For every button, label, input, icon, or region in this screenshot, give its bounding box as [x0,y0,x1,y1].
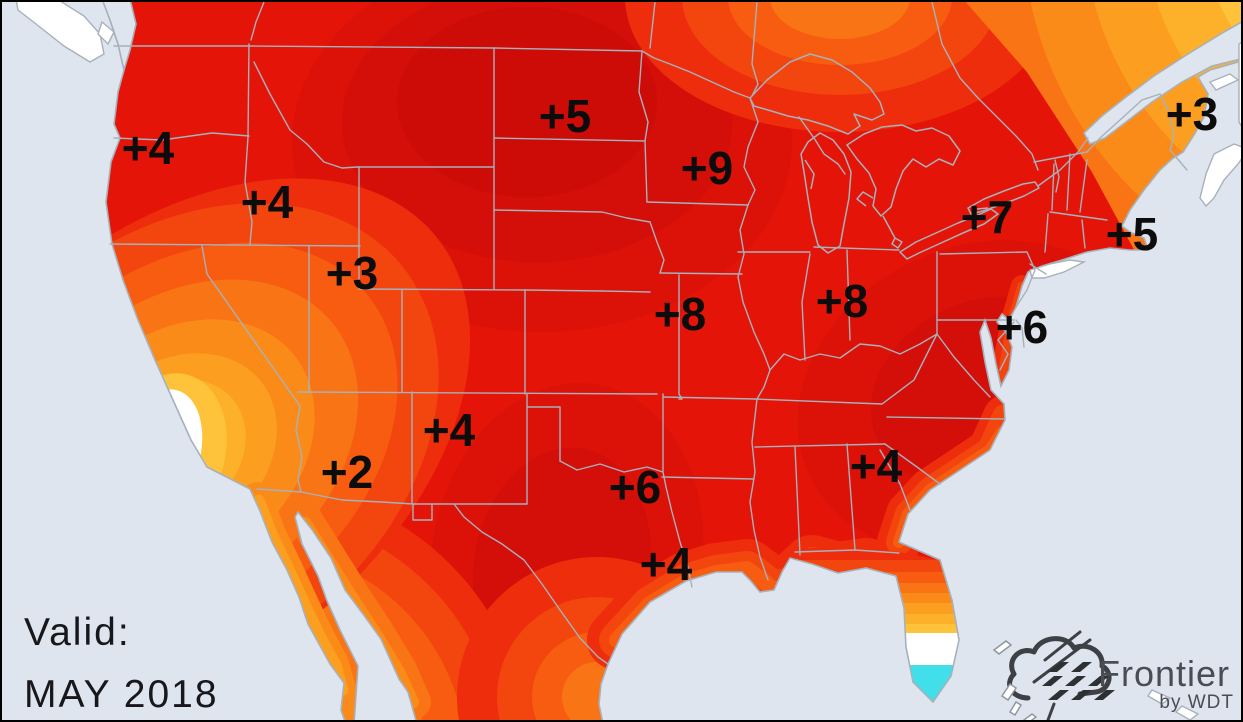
logo-brand-text: Frontier [1098,653,1230,694]
anomaly-label: +4 [241,176,294,228]
st-lawrence-river [1083,21,1241,146]
logo-byline-text: by WDT [1159,692,1234,713]
anomaly-label: +4 [122,122,175,174]
detroit-river [882,215,896,239]
lake-superior [749,53,885,135]
saginaw-bay [856,191,874,207]
bahamas-1 [1147,689,1172,705]
puget-sound [102,2,137,74]
islands [15,2,1241,720]
anomaly-label: +9 [681,142,733,194]
lake-ontario [967,181,1040,215]
gulf-islands [97,20,115,46]
anomaly-label: +3 [326,247,378,299]
anomaly-label: +2 [321,446,373,498]
anomaly-label: +4 [850,440,903,492]
frontier-wdt-logo: Frontier by WDT [992,630,1234,720]
anomaly-labels: +4 +4 +3 +5 +9 +7 +3 +5 +8 +8 +6 +4 +2 +6 +4 +4 [122,88,1218,590]
anomaly-label: +4 [640,538,693,590]
state-borders [109,2,1188,665]
anomaly-label: +3 [1166,88,1218,140]
anomaly-label: +4 [423,404,476,456]
valid-block: Valid: MAY 2018 [24,611,219,716]
anomaly-label: +5 [539,90,591,142]
vancouver-island [15,2,105,63]
cloud-shards [992,640,1038,720]
atlantic-gulf-ocean [598,60,1241,720]
lake-st-clair [891,237,903,249]
anomaly-label: +7 [961,191,1013,243]
long-island [1029,259,1087,279]
bahamas-2 [1174,705,1200,720]
lake-michigan [800,132,852,254]
anticosti-sliver [1238,41,1241,127]
niagara-river [976,207,989,210]
anomaly-label: +6 [996,301,1048,353]
anomaly-label: +8 [654,288,706,340]
lake-erie [899,208,999,260]
cloud-icon [992,630,1115,720]
flag-stripes [1042,662,1115,700]
valid-label: Valid: [24,611,131,654]
gulf-of-california [294,510,417,720]
anomaly-label: +8 [816,275,868,327]
anomaly-label: +5 [1106,208,1158,260]
green-bay [804,159,815,190]
nova-scotia [1199,143,1241,208]
anomaly-label: +6 [609,461,661,513]
lake-huron [846,124,961,217]
great-lakes [749,53,1040,260]
pacific-ocean [2,2,346,720]
valid-date: MAY 2018 [24,673,219,716]
prince-edward-island [1208,73,1240,91]
